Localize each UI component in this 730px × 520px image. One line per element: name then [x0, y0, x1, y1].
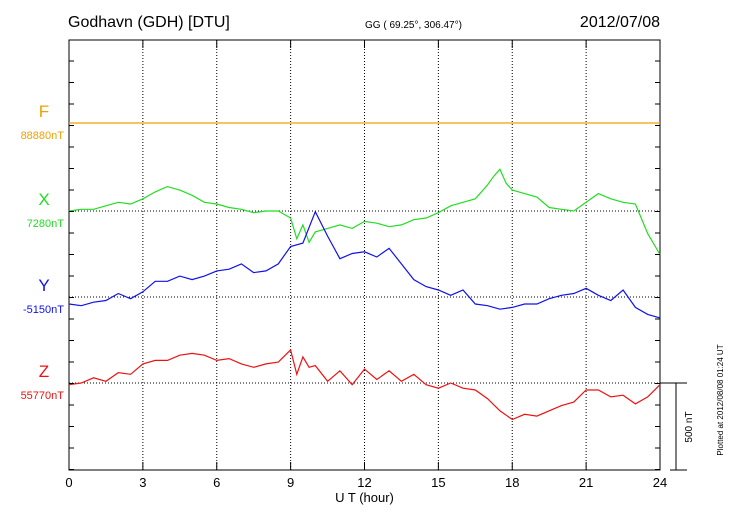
x-tick-label: 21 — [579, 475, 593, 490]
scale-bar-label: 500 nT — [684, 411, 695, 442]
x-tick-label: 6 — [213, 475, 220, 490]
x-axis-label: U T (hour) — [335, 490, 394, 505]
station-title: Godhavn (GDH) [DTU] — [68, 14, 230, 31]
plot-date: 2012/07/08 — [580, 14, 660, 31]
channel-baseline-z: 55770nT — [21, 390, 65, 402]
x-tick-label: 9 — [287, 475, 294, 490]
scale-bar: 500 nT — [660, 382, 695, 471]
channel-name-y: Y — [38, 276, 49, 295]
x-axis-ticks: 0 3 6 9 12 15 18 21 24 — [65, 40, 667, 490]
plotted-timestamp: Plotted at 2012/08/08 01:24 UT — [716, 344, 725, 455]
series-line-y — [68, 210, 661, 319]
series-line-x — [68, 168, 661, 255]
channel-baseline-x: 7280nT — [27, 218, 65, 230]
series-line-z — [68, 348, 661, 421]
plot-frame — [68, 39, 661, 471]
x-tick-label: 15 — [431, 475, 445, 490]
channel-name-z: Z — [39, 362, 49, 381]
x-tick-label: 3 — [139, 475, 146, 490]
series-lines — [68, 122, 661, 421]
grid-lines — [142, 40, 587, 470]
station-coordinates: GG ( 69.25°, 306.47°) — [365, 20, 462, 31]
channel-baseline-f: 88880nT — [21, 130, 65, 142]
channel-labels: F 88880nT X 7280nT Y -5150nT Z 55770nT — [21, 102, 65, 402]
x-tick-label: 0 — [65, 475, 72, 490]
x-tick-label: 12 — [357, 475, 371, 490]
channel-baseline-y: -5150nT — [23, 304, 64, 316]
channel-name-x: X — [38, 190, 49, 209]
x-tick-label: 24 — [653, 475, 667, 490]
channel-name-f: F — [39, 102, 49, 121]
x-tick-label: 18 — [505, 475, 519, 490]
